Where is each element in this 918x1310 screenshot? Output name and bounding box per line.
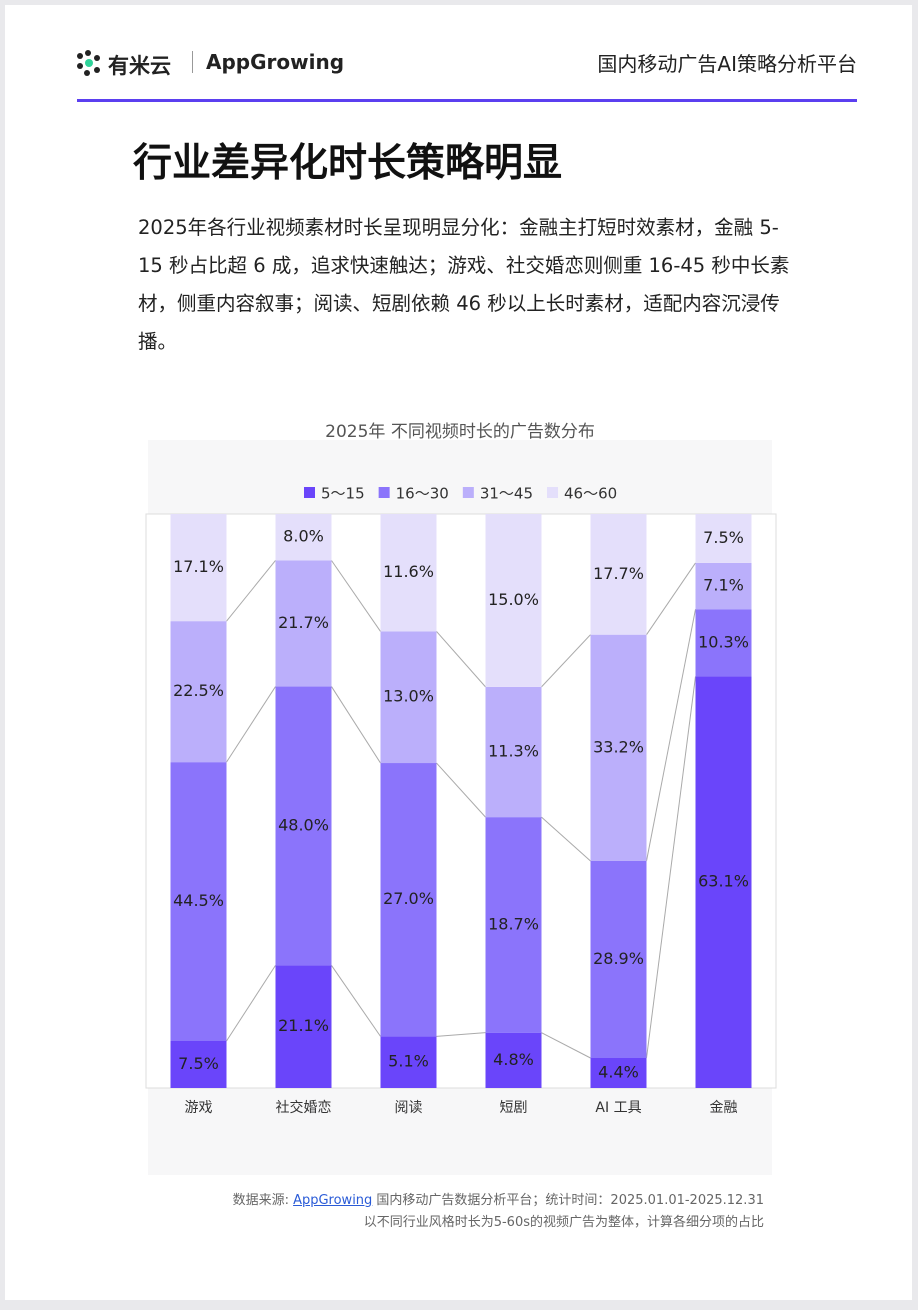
- bar-segment: [695, 609, 752, 677]
- bar-segment: [170, 1041, 227, 1088]
- bar-segment: [275, 686, 332, 966]
- bar-segment: [590, 1058, 647, 1088]
- bar-segment: [275, 560, 332, 687]
- data-label: 18.7%: [488, 914, 539, 933]
- bar-segment: [170, 621, 227, 763]
- data-label: 63.1%: [698, 872, 749, 891]
- legend-label: 5～15: [321, 485, 365, 503]
- x-tick-label: AI 工具: [595, 1100, 641, 1116]
- connector-line: [436, 762, 486, 818]
- legend-label: 16～30: [396, 485, 449, 503]
- legend-swatch: [462, 487, 474, 498]
- legend-label: 31～45: [480, 485, 533, 503]
- data-label: 33.2%: [593, 737, 644, 756]
- data-label: 5.1%: [388, 1052, 429, 1071]
- legend-swatch: [378, 487, 390, 498]
- bar-segment: [380, 763, 437, 1037]
- bar-segment: [275, 965, 332, 1088]
- bar-segment: [380, 1036, 437, 1088]
- page-title: 行业差异化时长策略明显: [133, 141, 563, 186]
- logo-text: AppGrowing: [206, 50, 345, 74]
- connector-line: [646, 562, 696, 635]
- data-label: 48.0%: [278, 815, 329, 834]
- connector-line: [226, 965, 276, 1042]
- bar-segment: [275, 514, 332, 561]
- connector-line: [436, 631, 486, 688]
- logo-text: 有米云: [108, 54, 171, 78]
- connector-line: [541, 1032, 591, 1059]
- data-label: 13.0%: [383, 687, 434, 706]
- bar-segment: [170, 514, 227, 622]
- bar-segment: [695, 676, 752, 1088]
- x-tick-label: 短剧: [500, 1100, 528, 1116]
- footer-source: 数据来源: AppGrowing 国内移动广告数据分析平台；统计时间：2025.…: [233, 1189, 764, 1208]
- data-label: 4.4%: [598, 1063, 639, 1082]
- data-label: 21.7%: [278, 613, 329, 632]
- x-tick-label: 金融: [710, 1100, 738, 1116]
- plot-area: [145, 513, 777, 1089]
- logo-icon: [77, 50, 100, 76]
- x-tick-label: 阅读: [395, 1099, 423, 1116]
- source-link[interactable]: AppGrowing: [293, 1193, 373, 1208]
- data-label: 4.8%: [493, 1050, 534, 1069]
- data-label: 44.5%: [173, 891, 224, 910]
- bar-segment: [590, 860, 647, 1059]
- data-label: 22.5%: [173, 681, 224, 700]
- bar-segment: [695, 562, 752, 610]
- connector-line: [226, 686, 276, 763]
- body-text: 2025年各行业视频素材时长呈现明显分化：金融主打短时效素材，金融 5-15 秒…: [138, 216, 790, 353]
- bar-segment: [485, 514, 542, 687]
- chart-title: 2025年 不同视频时长的广告数分布: [325, 422, 595, 442]
- data-label: 11.6%: [383, 562, 434, 581]
- data-label: 15.0%: [488, 590, 539, 609]
- connector-line: [646, 609, 696, 862]
- platform-title: 国内移动广告AI策略分析平台: [597, 52, 857, 76]
- x-tick-label: 社交婚恋: [276, 1099, 332, 1116]
- bar-segment: [485, 1032, 542, 1088]
- bar-segment: [590, 514, 647, 635]
- data-label: 21.1%: [278, 1016, 329, 1035]
- connector-line: [331, 965, 381, 1037]
- data-label: 10.3%: [698, 632, 749, 651]
- data-label: 28.9%: [593, 949, 644, 968]
- bar-segment: [590, 634, 647, 861]
- connector-line: [331, 560, 381, 632]
- data-label: 11.3%: [488, 742, 539, 761]
- bar-segment: [485, 817, 542, 1033]
- data-label: 7.5%: [703, 528, 744, 547]
- connector-line: [331, 686, 381, 764]
- data-label: 17.1%: [173, 557, 224, 576]
- connector-line: [646, 676, 696, 1059]
- legend-swatch: [304, 487, 315, 498]
- connector-line: [436, 1032, 486, 1037]
- data-label: 7.1%: [703, 576, 744, 595]
- chart: 2025年 不同视频时长的广告数分布 5～15 16～30 31～45 46～60 7.…: [145, 422, 777, 1175]
- data-label: 7.5%: [178, 1054, 219, 1073]
- bar-segment: [380, 631, 437, 764]
- footer-note: 以不同行业风格时长为5-60s的视频广告为整体，计算各细分项的占比: [363, 1215, 764, 1230]
- bar-segment: [380, 514, 437, 632]
- x-tick-label: 游戏: [185, 1100, 213, 1116]
- connector-line: [541, 634, 591, 688]
- footer-text: 国内移动广告数据分析平台；统计时间：2025.01.01-2025.12.31: [372, 1193, 764, 1208]
- header-rule: [77, 99, 857, 102]
- bar-segment: [695, 514, 752, 563]
- bar-segment: [170, 762, 227, 1042]
- data-label: 27.0%: [383, 889, 434, 908]
- legend-label: 46～60: [564, 485, 617, 503]
- legend-swatch: [547, 487, 559, 498]
- footer-text: 数据来源:: [232, 1193, 294, 1208]
- logo-divider: [192, 51, 193, 73]
- data-label: 17.7%: [593, 564, 644, 583]
- connector-line: [541, 816, 591, 862]
- connector-line: [226, 560, 276, 622]
- data-label: 8.0%: [283, 527, 324, 546]
- bar-segment: [485, 686, 542, 818]
